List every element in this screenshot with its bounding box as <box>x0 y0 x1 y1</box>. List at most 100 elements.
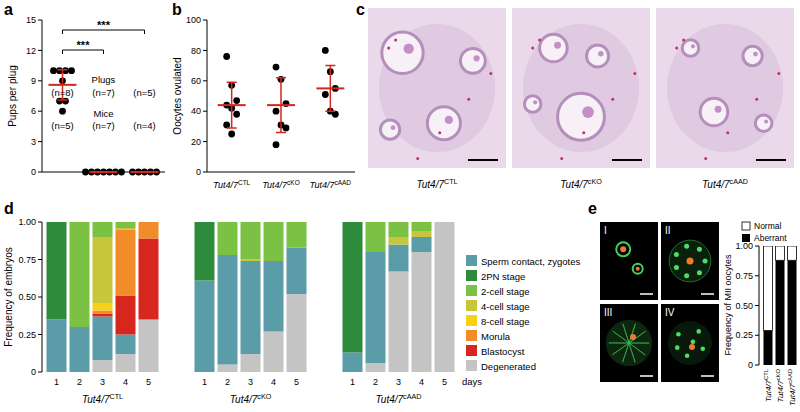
y-tick-label: 15 <box>26 15 36 25</box>
legend-label: Normal <box>754 221 782 231</box>
bar-segment <box>93 311 113 314</box>
bar-segment <box>343 222 363 353</box>
oocyte <box>391 125 396 130</box>
y-tick <box>38 259 42 260</box>
scale-bar <box>756 159 786 161</box>
bar-segment <box>241 261 261 262</box>
bar-segment <box>264 222 284 261</box>
aster <box>674 252 679 257</box>
bar-segment <box>241 261 261 262</box>
y-tick <box>38 172 42 173</box>
micrograph <box>661 222 719 300</box>
legend-label: Sperm contact, zygotes <box>481 256 581 267</box>
genotype-name: Tut4/7 <box>764 379 773 402</box>
x-tick-label: 3 <box>100 377 105 387</box>
oocyte <box>404 43 414 53</box>
image-background <box>512 8 650 168</box>
x-tick-label: 2 <box>225 377 230 387</box>
y-tick <box>38 111 42 112</box>
aster <box>697 247 702 252</box>
bar-segment <box>241 354 261 372</box>
vessel <box>387 47 390 50</box>
bar-segment <box>139 320 159 373</box>
oocyte <box>598 51 604 57</box>
y-tick-label: 40 <box>191 106 201 116</box>
y-tick-label: 1.00 <box>18 217 36 227</box>
bar-segment <box>116 222 136 228</box>
legend-swatch <box>466 330 477 341</box>
vessel <box>633 72 636 75</box>
genotype-superscript: cKO <box>287 179 300 186</box>
bar-segment <box>93 237 113 303</box>
x-tick-label: 4 <box>419 377 424 387</box>
plot-marks <box>218 47 345 148</box>
bar-segment <box>287 222 307 223</box>
follicle <box>427 107 460 140</box>
bar-segment <box>412 222 432 223</box>
legend-swatch <box>466 360 477 371</box>
follicle <box>682 40 699 57</box>
y-tick-label: 0.50 <box>18 292 36 302</box>
mean-line <box>218 104 246 106</box>
vessel <box>704 157 707 160</box>
genotype-superscript: CTL <box>763 368 769 380</box>
genotype-name: Tut4/7 <box>376 394 404 405</box>
y-axis-label: Frequency of MII oocytes <box>723 254 733 356</box>
genotype-superscript: cAAD <box>787 369 793 384</box>
y-tick-label: 0.25 <box>735 330 753 340</box>
image-label: Tut4/7cKO <box>560 177 602 190</box>
y-tick <box>755 275 759 276</box>
image-label: Tut4/7CTL <box>416 177 457 190</box>
vessel <box>531 47 534 50</box>
y-tick <box>38 141 42 142</box>
vessel <box>438 131 441 134</box>
legend-label: Aberrant <box>754 233 787 243</box>
y-axis-label: Pups per plug <box>7 65 18 127</box>
x-tick-label: 1 <box>202 377 207 387</box>
follicle <box>382 32 423 73</box>
data-point <box>82 169 89 176</box>
scale-bar <box>701 375 714 377</box>
image-label: II <box>665 225 671 236</box>
bar-segment <box>788 246 797 260</box>
vessel <box>394 39 397 42</box>
data-point <box>118 169 125 176</box>
y-tick-label: 20 <box>191 137 201 147</box>
bar-segment <box>412 222 432 231</box>
genotype-superscript: CTL <box>238 179 251 186</box>
microtubules <box>613 331 646 355</box>
y-tick-label: 3 <box>31 137 36 147</box>
genotype-name: Tut4/7 <box>310 180 336 190</box>
legend-label: 4-cell stage <box>481 301 530 312</box>
bar-segment <box>435 222 455 223</box>
significance-label: *** <box>97 19 111 31</box>
vessel <box>755 98 758 101</box>
group-annotation: (n=7) <box>92 120 114 131</box>
follicle <box>755 115 772 132</box>
data-point <box>283 125 290 132</box>
y-tick-label: 9 <box>31 76 36 86</box>
follicle <box>460 48 485 73</box>
y-tick <box>38 334 42 335</box>
y-tick <box>38 372 42 373</box>
panel-letter: a <box>4 1 13 18</box>
micrograph <box>656 8 794 168</box>
scale-bar <box>640 375 653 377</box>
data-point <box>322 91 329 98</box>
x-axis-label: days <box>462 376 482 387</box>
x-tick-label: Tut4/7CTL <box>213 179 251 190</box>
bar-segment <box>389 222 409 237</box>
aster <box>675 345 680 350</box>
oocyte <box>669 240 711 282</box>
y-tick-label: 0.50 <box>735 301 753 311</box>
legend-swatch <box>466 300 477 311</box>
aster <box>700 347 705 352</box>
micrograph <box>368 8 506 168</box>
genotype-superscript: cAAD <box>403 392 421 401</box>
aster <box>696 329 701 334</box>
data-point <box>233 97 240 104</box>
bar-segment <box>93 303 113 311</box>
y-tick <box>203 50 207 51</box>
y-tick-label: 0 <box>196 167 201 177</box>
bar-segment <box>116 335 136 355</box>
